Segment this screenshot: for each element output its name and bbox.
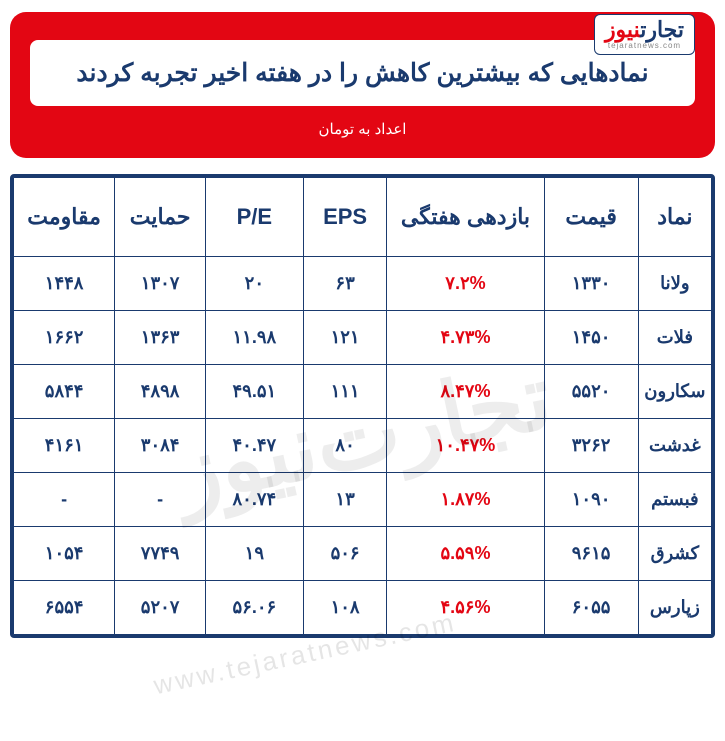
table-row: سکارون۵۵۲۰۸.۴۷%۱۱۱۴۹.۵۱۴۸۹۸۵۸۴۴ — [14, 365, 712, 419]
page-title: نمادهایی که بیشترین کاهش را در هفته اخیر… — [50, 58, 675, 88]
table-row: کشرق۹۶۱۵۵.۵۹%۵۰۶۱۹۷۷۴۹۱۰۵۴ — [14, 527, 712, 581]
cell-support: ۱۳۰۷ — [115, 257, 206, 311]
cell-resistance: ۱۴۴۸ — [14, 257, 115, 311]
cell-symbol: ولانا — [638, 257, 711, 311]
cell-support: ۴۸۹۸ — [115, 365, 206, 419]
cell-support: ۱۳۶۳ — [115, 311, 206, 365]
table-row: فبستم۱۰۹۰۱.۸۷%۱۳۸۰.۷۴-- — [14, 473, 712, 527]
cell-pe: ۱۹ — [205, 527, 303, 581]
table-header-row: نماد قیمت بازدهی هفتگی EPS P/E حمایت مقا… — [14, 178, 712, 257]
subtitle: اعداد به تومان — [30, 120, 695, 138]
cell-resistance: - — [14, 473, 115, 527]
cell-price: ۳۲۶۲ — [544, 419, 638, 473]
col-price: قیمت — [544, 178, 638, 257]
cell-symbol: کشرق — [638, 527, 711, 581]
cell-resistance: ۴۱۶۱ — [14, 419, 115, 473]
cell-price: ۹۶۱۵ — [544, 527, 638, 581]
cell-return: ۵.۵۹% — [387, 527, 544, 581]
cell-pe: ۱۱.۹۸ — [205, 311, 303, 365]
cell-symbol: فبستم — [638, 473, 711, 527]
logo-black: تجارت — [640, 17, 684, 42]
cell-pe: ۴۰.۴۷ — [205, 419, 303, 473]
table-body: ولانا۱۳۳۰۷.۲%۶۳۲۰۱۳۰۷۱۴۴۸فلات۱۴۵۰۴.۷۳%۱۲… — [14, 257, 712, 635]
col-symbol: نماد — [638, 178, 711, 257]
cell-support: - — [115, 473, 206, 527]
cell-return: ۴.۷۳% — [387, 311, 544, 365]
cell-eps: ۶۳ — [303, 257, 387, 311]
cell-support: ۵۲۰۷ — [115, 581, 206, 635]
cell-symbol: غدشت — [638, 419, 711, 473]
table-row: ولانا۱۳۳۰۷.۲%۶۳۲۰۱۳۰۷۱۴۴۸ — [14, 257, 712, 311]
cell-eps: ۵۰۶ — [303, 527, 387, 581]
cell-resistance: ۱۶۶۲ — [14, 311, 115, 365]
cell-symbol: زپارس — [638, 581, 711, 635]
logo-text: تجارتنیوز — [605, 19, 684, 41]
cell-return: ۸.۴۷% — [387, 365, 544, 419]
cell-price: ۱۳۳۰ — [544, 257, 638, 311]
col-eps: EPS — [303, 178, 387, 257]
cell-resistance: ۶۵۵۴ — [14, 581, 115, 635]
cell-return: ۷.۲% — [387, 257, 544, 311]
cell-eps: ۱۱۱ — [303, 365, 387, 419]
cell-pe: ۸۰.۷۴ — [205, 473, 303, 527]
cell-return: ۱.۸۷% — [387, 473, 544, 527]
cell-symbol: سکارون — [638, 365, 711, 419]
cell-pe: ۴۹.۵۱ — [205, 365, 303, 419]
cell-price: ۱۴۵۰ — [544, 311, 638, 365]
table-row: غدشت۳۲۶۲۱۰.۴۷%۸۰۴۰.۴۷۳۰۸۴۴۱۶۱ — [14, 419, 712, 473]
cell-return: ۱۰.۴۷% — [387, 419, 544, 473]
cell-pe: ۵۶.۰۶ — [205, 581, 303, 635]
table-row: زپارس۶۰۵۵۴.۵۶%۱۰۸۵۶.۰۶۵۲۰۷۶۵۵۴ — [14, 581, 712, 635]
cell-pe: ۲۰ — [205, 257, 303, 311]
cell-eps: ۱۳ — [303, 473, 387, 527]
cell-support: ۳۰۸۴ — [115, 419, 206, 473]
col-support: حمایت — [115, 178, 206, 257]
logo-red: نیوز — [605, 17, 640, 42]
logo-box: تجارتنیوز tejaratnews.com — [594, 14, 695, 55]
col-resistance: مقاومت — [14, 178, 115, 257]
stocks-table: نماد قیمت بازدهی هفتگی EPS P/E حمایت مقا… — [13, 177, 712, 635]
col-return: بازدهی هفتگی — [387, 178, 544, 257]
col-pe: P/E — [205, 178, 303, 257]
table-container: نماد قیمت بازدهی هفتگی EPS P/E حمایت مقا… — [10, 174, 715, 638]
cell-price: ۱۰۹۰ — [544, 473, 638, 527]
logo-sub: tejaratnews.com — [605, 41, 684, 50]
cell-eps: ۱۰۸ — [303, 581, 387, 635]
cell-resistance: ۱۰۵۴ — [14, 527, 115, 581]
cell-return: ۴.۵۶% — [387, 581, 544, 635]
cell-price: ۶۰۵۵ — [544, 581, 638, 635]
cell-resistance: ۵۸۴۴ — [14, 365, 115, 419]
cell-support: ۷۷۴۹ — [115, 527, 206, 581]
cell-eps: ۱۲۱ — [303, 311, 387, 365]
cell-price: ۵۵۲۰ — [544, 365, 638, 419]
cell-symbol: فلات — [638, 311, 711, 365]
cell-eps: ۸۰ — [303, 419, 387, 473]
table-row: فلات۱۴۵۰۴.۷۳%۱۲۱۱۱.۹۸۱۳۶۳۱۶۶۲ — [14, 311, 712, 365]
